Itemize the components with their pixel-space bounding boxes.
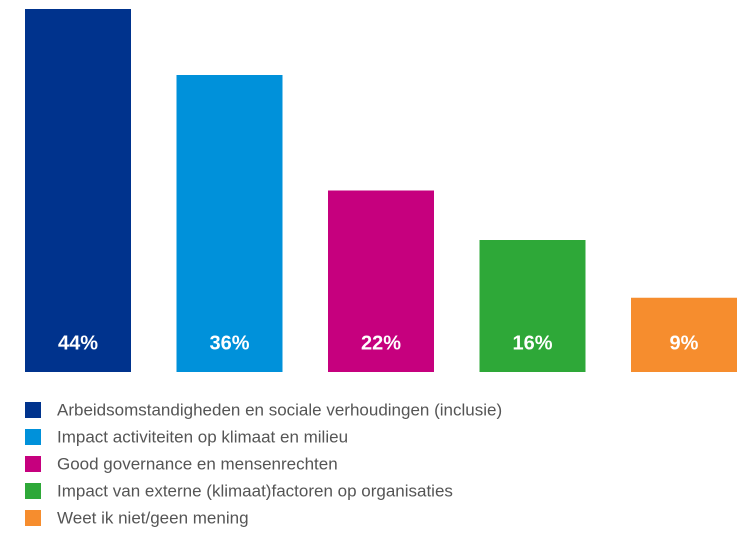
- legend-swatch: [25, 402, 41, 418]
- legend-swatch: [25, 510, 41, 526]
- bar: [25, 9, 131, 372]
- value-label: 22%: [361, 332, 401, 354]
- legend-label: Weet ik niet/geen mening: [57, 508, 249, 527]
- value-label: 44%: [58, 332, 98, 354]
- bar: [631, 297, 737, 372]
- bar: [176, 75, 283, 372]
- legend-label: Impact van externe (klimaat)factoren op …: [57, 481, 453, 500]
- legend-label: Good governance en mensenrechten: [57, 454, 338, 473]
- value-label: 36%: [209, 332, 249, 354]
- legend-label: Impact activiteiten op klimaat en milieu: [57, 427, 348, 446]
- legend-label: Arbeidsomstandigheden en sociale verhoud…: [57, 400, 502, 419]
- legend-swatch: [25, 483, 41, 499]
- value-label: 9%: [670, 332, 699, 354]
- bar: [328, 190, 434, 372]
- legend-swatch: [25, 456, 41, 472]
- value-label: 16%: [512, 332, 552, 354]
- legend-swatch: [25, 429, 41, 445]
- bar: [479, 240, 586, 372]
